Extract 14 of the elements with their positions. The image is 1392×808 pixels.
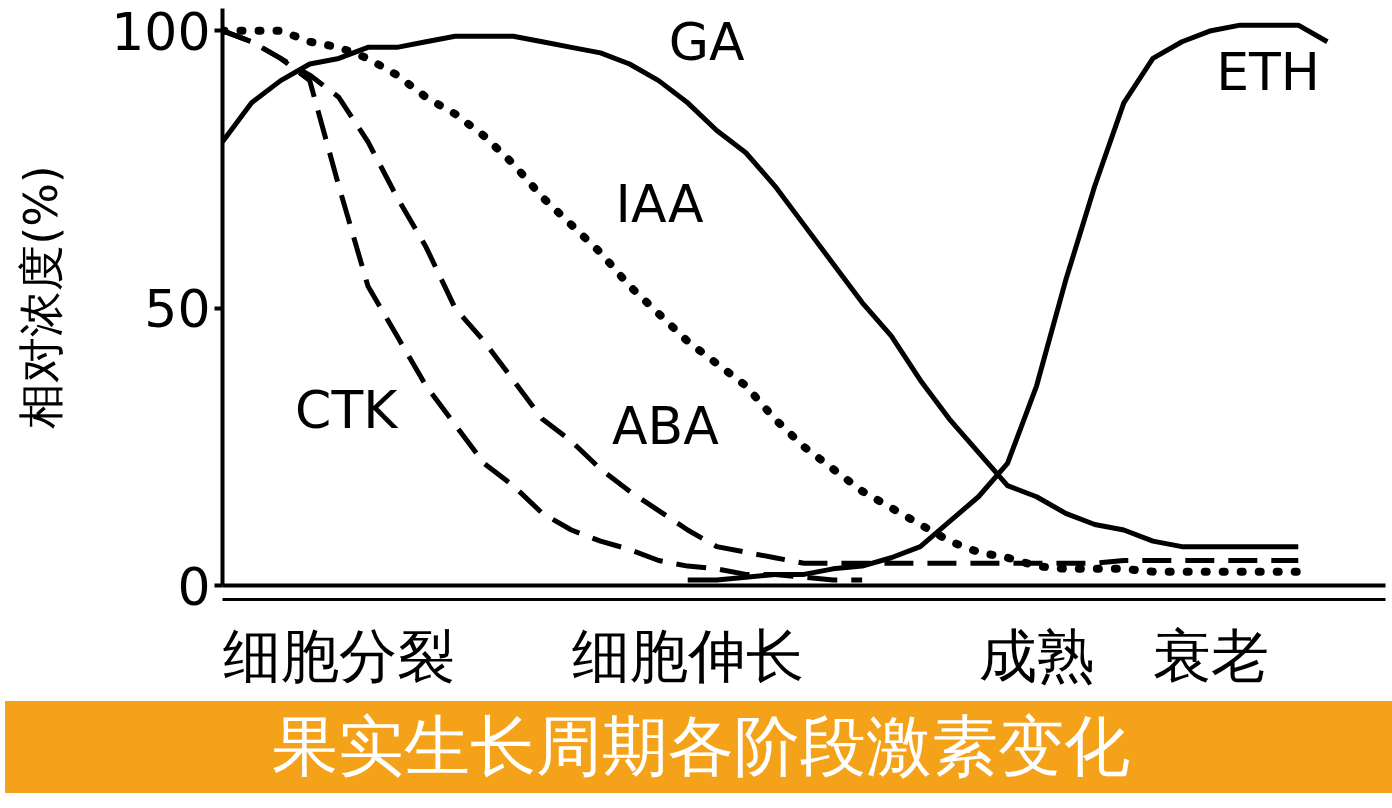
x-tick-label: 衰老 (1153, 621, 1270, 690)
series-label: ABA (611, 395, 720, 456)
series-label: IAA (615, 173, 704, 234)
series-label: ETH (1216, 41, 1320, 102)
text: 果实生长周期各阶段激素变化 (272, 706, 1130, 787)
y-axis-title: 相对浓度(%) (14, 165, 69, 429)
y-tick-label: 100 (111, 1, 211, 62)
x-tick-label: 成熟 (978, 621, 1095, 690)
x-tick-label: 细胞伸长 (571, 621, 804, 690)
y-tick-label: 50 (144, 279, 211, 340)
y-tick-label: 0 (177, 556, 211, 617)
series-label: CTK (295, 379, 400, 440)
x-tick-label: 细胞分裂 (222, 621, 455, 690)
series-label: GA (668, 11, 746, 72)
